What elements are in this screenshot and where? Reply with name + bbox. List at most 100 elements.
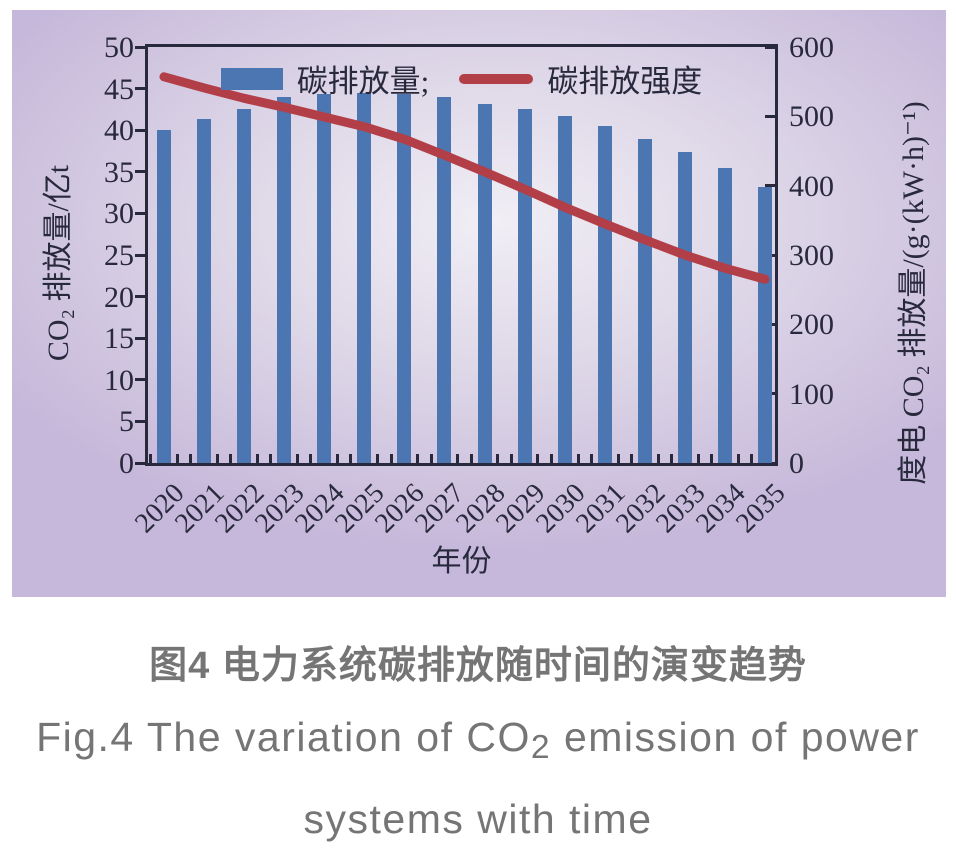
y-axis-left-tick-label: 25 xyxy=(104,239,134,272)
caption-chinese: 图4 电力系统碳排放随时间的演变趋势 xyxy=(149,645,807,687)
y-axis-left-tick-label: 0 xyxy=(119,447,134,480)
y-axis-left-tick-label: 35 xyxy=(104,155,134,189)
bar-2022 xyxy=(237,108,252,463)
y-axis-left-tick-label: 10 xyxy=(104,363,134,397)
x-axis-tick xyxy=(456,454,460,463)
x-axis-tick xyxy=(536,454,540,463)
x-axis-tick xyxy=(296,454,300,463)
x-axis-tick xyxy=(336,454,340,463)
x-axis-tick xyxy=(429,454,433,463)
bar-2034 xyxy=(717,168,732,463)
y-axis-left-tick xyxy=(135,170,145,174)
x-axis-tick xyxy=(416,454,420,463)
bar-swatch-icon xyxy=(220,67,283,90)
y-axis-left-tick xyxy=(135,211,145,215)
caption-english-line2: systems with time xyxy=(303,796,653,842)
y-axis-right-tick-label: 0 xyxy=(789,447,804,480)
y-axis-right-tick xyxy=(765,45,775,49)
x-axis-tick xyxy=(670,454,673,463)
x-axis-tick xyxy=(750,454,754,463)
y-axis-left-tick-label: 50 xyxy=(104,31,134,64)
x-axis-tick xyxy=(309,454,313,463)
y-axis-left-tick xyxy=(135,87,145,91)
x-axis-tick xyxy=(616,454,620,463)
y-axis-left-tick-label: 5 xyxy=(119,405,134,439)
y-axis-right-tick-label: 500 xyxy=(789,100,834,134)
bar-2028 xyxy=(477,104,492,463)
y-axis-left-tick xyxy=(135,378,145,382)
x-axis-tick xyxy=(656,454,660,463)
x-axis-tick xyxy=(175,454,179,463)
y-axis-right-tick-label: 400 xyxy=(789,169,834,203)
x-axis-tick xyxy=(696,454,700,463)
co2-subscript: 2 xyxy=(530,728,552,766)
legend-item-intensity: 碳排放强度 xyxy=(459,56,702,101)
bar-2023 xyxy=(277,96,292,463)
y-axis-right-tick xyxy=(765,114,775,118)
bar-2033 xyxy=(677,151,692,463)
x-axis-tick xyxy=(389,454,393,463)
x-axis-tick xyxy=(469,454,473,463)
bar-2027 xyxy=(437,96,452,463)
caption-english-line1: Fig.4 The variation of CO2 emission of p… xyxy=(0,714,956,766)
x-axis-tick xyxy=(496,454,500,463)
y-axis-right-tick-label: 600 xyxy=(789,31,834,64)
x-axis-tick xyxy=(509,454,513,463)
caption-en-pre: Fig.4 The variation of CO xyxy=(36,714,531,760)
y-axis-right-tick-label: 200 xyxy=(789,308,834,342)
y-axis-right-tick-label: 300 xyxy=(789,239,834,272)
y-axis-left-tick xyxy=(135,253,145,257)
bar-2024 xyxy=(317,94,332,463)
x-axis-tick xyxy=(549,454,553,463)
x-axis-tick xyxy=(589,454,593,463)
x-axis-tick xyxy=(376,454,380,463)
x-axis-tick xyxy=(255,454,259,463)
x-axis-tick xyxy=(149,454,153,463)
bar-2021 xyxy=(197,118,212,463)
x-axis-tick xyxy=(629,454,633,463)
y-axis-left-tick xyxy=(135,45,145,49)
line-swatch-icon xyxy=(459,73,534,84)
y-axis-right-tick xyxy=(765,184,775,188)
x-axis-tick xyxy=(736,454,740,463)
bar-2032 xyxy=(637,139,652,463)
x-axis-title: 年份 xyxy=(431,545,492,578)
caption-en-post: emission of power xyxy=(551,714,920,760)
legend-label-intensity: 碳排放强度 xyxy=(547,64,703,99)
bar-2031 xyxy=(597,126,612,463)
x-axis-tick xyxy=(349,454,353,463)
y-axis-left-tick xyxy=(135,128,145,132)
bar-2026 xyxy=(397,93,412,463)
y-axis-title-right: 度电 CO₂ 排放量/(g·(kW·h)⁻¹) xyxy=(897,101,930,485)
x-axis-tick xyxy=(710,454,714,463)
y-axis-title-left: CO₂ 排放量/亿t xyxy=(42,164,75,362)
legend-item-emission: 碳排放量; xyxy=(220,56,430,101)
bar-2020 xyxy=(157,130,171,463)
y-axis-left-tick-label: 20 xyxy=(104,280,134,314)
legend-label-emission: 碳排放量; xyxy=(296,64,430,99)
y-axis-left-tick-label: 40 xyxy=(104,114,134,148)
y-axis-left-tick-label: 45 xyxy=(104,72,134,106)
y-axis-left-tick-label: 30 xyxy=(104,197,134,231)
intensity-line-svg xyxy=(159,72,770,284)
intensity-line xyxy=(159,72,770,284)
y-axis-left-tick xyxy=(135,295,145,299)
x-axis-tick xyxy=(576,454,580,463)
chart-panel: 碳排放量; 碳排放强度 0 5 10 15 20 25 30 35 40 45 50 0 100 200 3… xyxy=(12,10,946,597)
bar-2035 xyxy=(758,186,772,463)
bar-2025 xyxy=(357,92,372,463)
y-axis-left-tick xyxy=(135,336,145,340)
x-axis-tick xyxy=(269,454,273,463)
chart-legend: 碳排放量; 碳排放强度 xyxy=(145,56,778,101)
y-axis-left-tick xyxy=(135,419,145,423)
y-axis-right-tick-label: 100 xyxy=(789,377,834,411)
y-axis-left-tick xyxy=(135,461,145,465)
plot-area: 0 5 10 15 20 25 30 35 40 45 50 0 100 200 300 400 500 600 2… xyxy=(104,33,834,540)
bar-2029 xyxy=(517,108,532,463)
y-axis-left-tick-label: 15 xyxy=(104,322,134,356)
x-axis-tick xyxy=(215,454,219,463)
x-axis-tick xyxy=(189,454,193,463)
x-axis-tick xyxy=(229,454,233,463)
y-axis-right-tick xyxy=(765,461,775,465)
